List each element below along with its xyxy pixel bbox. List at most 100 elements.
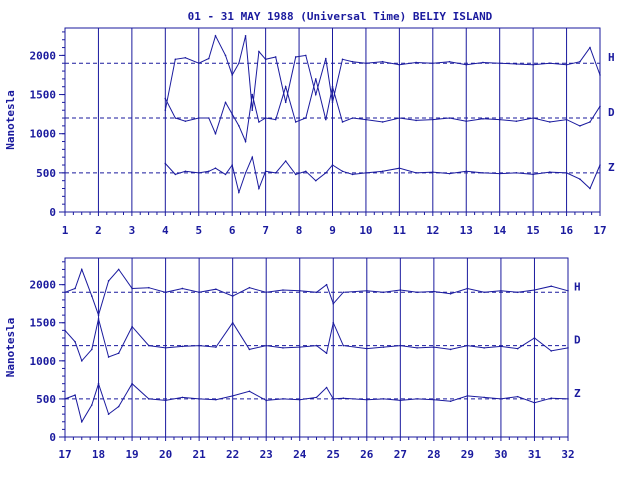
data-point-z (74, 394, 76, 396)
data-point-h (432, 62, 434, 65)
data-point-d (399, 344, 402, 347)
data-point-z (465, 170, 468, 173)
data-point-d (515, 120, 518, 122)
data-point-h (80, 268, 83, 271)
data-point-d (231, 113, 233, 115)
data-point-d (174, 117, 177, 119)
x-tick-label: 15 (527, 224, 540, 237)
data-point-d (304, 117, 307, 119)
data-point-h (314, 93, 317, 96)
data-point-h (264, 58, 267, 61)
data-point-h (164, 291, 167, 294)
data-point-d (332, 321, 335, 324)
data-point-d (331, 85, 334, 88)
data-point-z (415, 172, 417, 174)
data-point-z (466, 395, 469, 397)
data-point-z (231, 164, 233, 166)
x-tick-label: 30 (494, 448, 507, 461)
data-point-z (549, 171, 551, 173)
data-point-d (416, 347, 418, 349)
data-point-h (449, 293, 452, 295)
x-tick-label: 17 (593, 224, 606, 237)
data-point-h (365, 62, 367, 65)
data-point-h (231, 295, 234, 297)
x-tick-label: 29 (461, 448, 474, 461)
data-point-z (294, 173, 297, 176)
x-tick-label: 31 (528, 448, 542, 461)
y-tick-label: 1000 (30, 128, 57, 141)
data-point-z (282, 398, 284, 400)
data-point-h (532, 64, 534, 66)
series-label-z: Z (608, 161, 615, 174)
data-point-z (342, 397, 345, 399)
data-point-d (80, 360, 83, 362)
data-point-z (398, 167, 401, 169)
data-point-z (215, 398, 217, 401)
series-line-d (164, 78, 601, 144)
data-point-z (366, 398, 368, 401)
y-tick-label: 0 (49, 206, 56, 219)
x-tick-label: 4 (162, 224, 169, 237)
data-point-h (207, 57, 210, 60)
data-point-z (184, 170, 187, 173)
data-point-d (433, 346, 435, 348)
data-point-d (579, 125, 581, 127)
x-tick-label: 28 (427, 448, 440, 461)
data-point-z (274, 172, 277, 174)
x-tick-label: 32 (561, 448, 574, 461)
data-point-h (465, 64, 468, 66)
data-point-d (164, 347, 167, 349)
data-point-z (164, 399, 167, 402)
data-point-d (465, 120, 468, 122)
data-point-z (579, 178, 581, 180)
data-point-d (466, 344, 469, 347)
series-label-d: D (608, 106, 615, 119)
x-tick-label: 22 (226, 448, 239, 461)
data-point-h (381, 60, 384, 63)
series-line-d (64, 318, 569, 362)
data-point-z (331, 164, 334, 166)
y-tick-label: 500 (36, 393, 56, 406)
data-point-d (432, 118, 434, 121)
data-point-h (482, 61, 484, 64)
data-point-h (342, 291, 345, 294)
data-point-d (258, 121, 260, 123)
data-point-d (282, 347, 284, 349)
x-tick-label: 7 (262, 224, 269, 237)
data-point-d (366, 347, 368, 350)
data-point-d (482, 118, 484, 120)
data-point-d (117, 352, 120, 355)
data-point-h (197, 62, 200, 65)
data-point-h (448, 60, 451, 63)
data-point-z (304, 170, 307, 173)
data-point-d (164, 97, 167, 100)
x-tick-label: 12 (426, 224, 439, 237)
data-point-h (184, 56, 187, 59)
data-point-z (244, 172, 247, 174)
data-point-d (294, 121, 297, 123)
data-point-z (449, 400, 452, 403)
data-point-d (198, 344, 200, 347)
data-point-z (207, 170, 210, 173)
x-tick-label: 8 (296, 224, 303, 237)
data-point-d (589, 121, 591, 123)
y-tick-label: 1000 (30, 355, 57, 368)
data-point-h (248, 286, 251, 289)
data-point-h (107, 280, 110, 282)
data-point-d (381, 121, 384, 123)
x-tick-label: 3 (129, 224, 136, 237)
y-tick-label: 2000 (30, 49, 57, 62)
series-line-h (164, 34, 601, 111)
data-point-d (341, 121, 344, 123)
data-point-d (248, 348, 251, 351)
series-label-z: Z (574, 387, 581, 400)
data-point-d (197, 117, 200, 119)
data-point-h (366, 289, 368, 292)
y-tick-label: 2000 (30, 279, 57, 292)
data-point-h (325, 57, 327, 60)
data-point-h (599, 74, 601, 76)
data-point-d (567, 347, 569, 349)
x-tick-label: 23 (260, 448, 273, 461)
data-point-z (550, 397, 553, 399)
data-point-z (381, 170, 384, 173)
